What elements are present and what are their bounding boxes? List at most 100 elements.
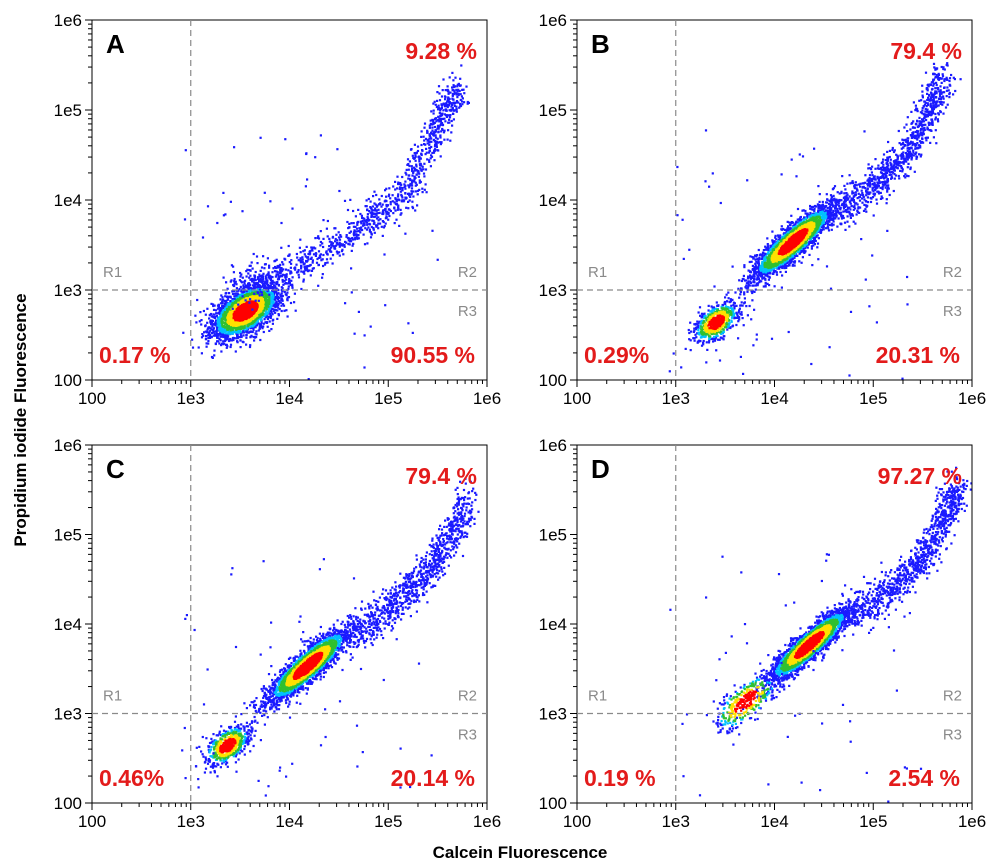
event-point [283, 290, 286, 294]
event-point [415, 169, 418, 172]
event-point [224, 333, 228, 336]
event-point [367, 217, 370, 220]
event-point [411, 169, 414, 173]
event-point [443, 113, 446, 116]
event-point [824, 206, 827, 209]
event-point [252, 328, 255, 332]
event-point [226, 303, 229, 306]
event-point [411, 181, 414, 184]
event-point [459, 84, 462, 87]
event-point [306, 259, 309, 263]
event-point [750, 276, 753, 280]
event-point [300, 265, 303, 268]
event-point [262, 283, 265, 286]
event-point [343, 199, 347, 202]
event-point [208, 317, 211, 320]
event-point [216, 325, 219, 329]
event-point [393, 207, 396, 210]
event-point [459, 77, 462, 80]
event-point [299, 238, 302, 241]
event-point [231, 307, 234, 310]
event-point [303, 249, 306, 252]
event-point [380, 194, 383, 198]
event-point [438, 107, 441, 110]
event-point [238, 330, 241, 333]
event-point [245, 285, 248, 288]
event-point [762, 252, 765, 255]
event-point [784, 264, 787, 267]
event-point [283, 279, 286, 282]
event-point [232, 338, 235, 342]
event-point [408, 194, 411, 197]
event-point [369, 200, 372, 203]
event-point [388, 214, 391, 218]
event-point [208, 331, 211, 334]
event-point [368, 210, 371, 213]
event-point [434, 136, 438, 139]
x-tick-label: 1e5 [374, 389, 402, 408]
event-point [210, 336, 213, 339]
event-point [756, 257, 759, 260]
event-point [221, 342, 224, 345]
x-tick-label: 1e6 [473, 389, 501, 408]
event-point [330, 246, 333, 249]
event-point [423, 139, 426, 142]
event-point [231, 292, 235, 296]
event-point [282, 263, 285, 266]
event-point [368, 230, 371, 233]
event-point [288, 282, 291, 285]
event-point [818, 193, 821, 196]
event-point [451, 71, 454, 74]
event-point [375, 217, 379, 220]
event-point [370, 233, 373, 236]
event-point [411, 207, 415, 210]
event-point [448, 121, 451, 124]
event-point [769, 245, 772, 248]
event-point [206, 205, 210, 208]
event-point [338, 251, 341, 254]
event-point [798, 252, 801, 255]
event-point [351, 237, 354, 240]
event-point [370, 211, 373, 214]
event-point [304, 269, 307, 272]
event-point [271, 290, 274, 293]
event-point [333, 227, 336, 230]
event-point [404, 184, 407, 187]
event-point [377, 222, 380, 225]
event-point [432, 109, 435, 112]
event-point [794, 222, 797, 225]
event-point [326, 261, 329, 264]
event-point [288, 278, 291, 281]
event-point [247, 285, 250, 288]
event-point [222, 276, 225, 279]
event-point [407, 207, 410, 210]
event-point [273, 303, 276, 306]
event-point [428, 137, 431, 140]
event-point [226, 298, 229, 301]
event-point [239, 271, 242, 275]
event-point [396, 208, 399, 211]
event-point [389, 200, 392, 204]
event-point [223, 321, 226, 324]
event-point [328, 245, 331, 248]
y-tick-label: 1e3 [54, 281, 82, 300]
event-point [254, 279, 257, 282]
event-point [224, 213, 227, 216]
event-point [285, 273, 288, 276]
event-point [433, 100, 436, 103]
event-point [389, 197, 392, 200]
event-point [434, 134, 437, 137]
event-point [420, 153, 423, 157]
event-point [347, 242, 350, 246]
event-point [242, 334, 245, 337]
event-point [252, 297, 256, 300]
event-point [200, 352, 203, 355]
event-point [377, 219, 380, 222]
event-point [810, 247, 813, 250]
event-point [239, 300, 242, 303]
event-point [445, 115, 449, 118]
event-point [399, 190, 402, 193]
event-point [221, 310, 224, 313]
event-point [407, 192, 410, 195]
event-point [212, 330, 215, 333]
